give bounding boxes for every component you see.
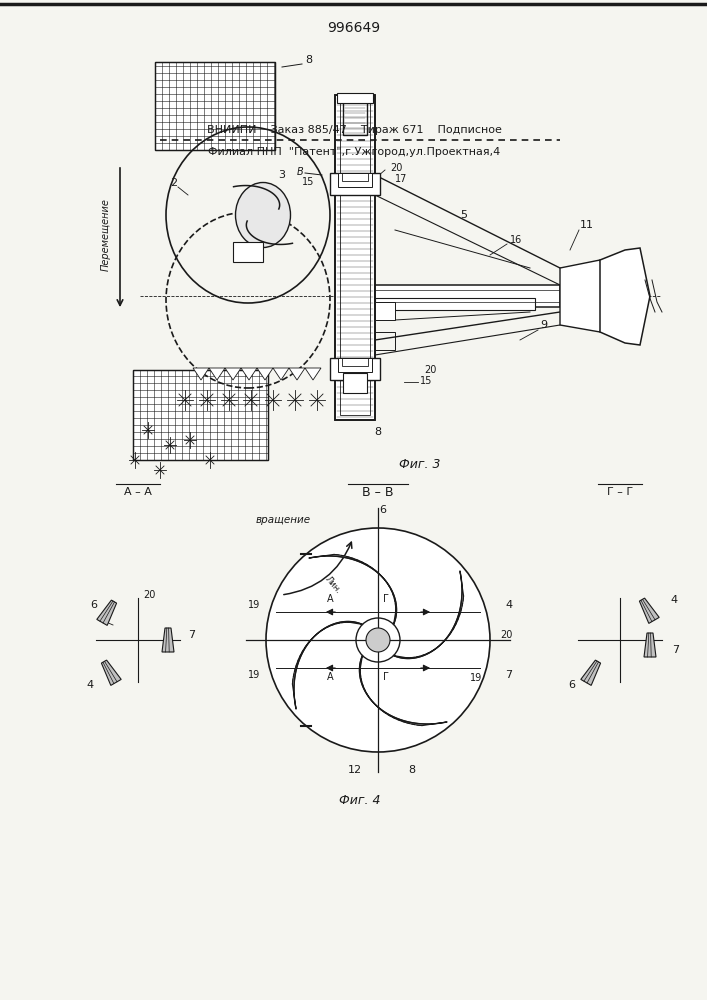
Text: 7: 7 bbox=[188, 630, 195, 640]
Text: А: А bbox=[327, 594, 333, 604]
Text: 996649: 996649 bbox=[327, 21, 380, 35]
Bar bbox=[155, 62, 275, 150]
Polygon shape bbox=[309, 554, 397, 624]
Text: 4: 4 bbox=[670, 595, 677, 605]
Bar bbox=[133, 370, 268, 460]
Bar bbox=[335, 95, 375, 420]
Polygon shape bbox=[600, 248, 650, 345]
Text: 20: 20 bbox=[424, 365, 436, 375]
Bar bbox=[330, 358, 380, 380]
Bar bbox=[337, 93, 373, 103]
Text: 8: 8 bbox=[408, 765, 415, 775]
Text: Г – Г: Г – Г bbox=[607, 487, 633, 497]
Bar bbox=[335, 95, 375, 420]
Text: ВНИИПИ    Заказ 885/47    Тираж 671    Подписное: ВНИИПИ Заказ 885/47 Тираж 671 Подписное bbox=[206, 125, 501, 135]
Polygon shape bbox=[101, 660, 121, 685]
Text: 5: 5 bbox=[460, 210, 467, 220]
Polygon shape bbox=[639, 598, 659, 623]
Polygon shape bbox=[560, 260, 610, 332]
Bar bbox=[342, 173, 368, 181]
Text: Лин.: Лин. bbox=[323, 574, 343, 596]
Circle shape bbox=[266, 528, 490, 752]
Polygon shape bbox=[225, 368, 241, 380]
Text: 16: 16 bbox=[510, 235, 522, 245]
Text: 19: 19 bbox=[248, 600, 260, 610]
Circle shape bbox=[366, 628, 390, 652]
Polygon shape bbox=[273, 368, 289, 380]
Text: 15: 15 bbox=[302, 177, 315, 187]
Text: Филиал ПНП  "Патент",г.Ужгород,ул.Проектная,4: Филиал ПНП "Патент",г.Ужгород,ул.Проектн… bbox=[208, 147, 500, 157]
Ellipse shape bbox=[235, 182, 291, 247]
Text: 15: 15 bbox=[420, 376, 433, 386]
Text: 19: 19 bbox=[470, 673, 482, 683]
Polygon shape bbox=[209, 368, 225, 380]
Text: В – В: В – В bbox=[362, 486, 394, 498]
Text: 6: 6 bbox=[568, 680, 575, 690]
Text: Б: Б bbox=[352, 385, 358, 395]
Bar bbox=[338, 358, 372, 372]
Text: 20: 20 bbox=[500, 630, 513, 640]
Bar bbox=[340, 100, 370, 415]
Text: Г: Г bbox=[383, 594, 389, 604]
Text: 8: 8 bbox=[305, 55, 312, 65]
Text: 7: 7 bbox=[672, 645, 679, 655]
Bar bbox=[343, 95, 367, 135]
Text: А – А: А – А bbox=[124, 487, 152, 497]
Polygon shape bbox=[97, 600, 117, 625]
Polygon shape bbox=[193, 368, 209, 380]
Text: 7: 7 bbox=[505, 670, 512, 680]
Bar bbox=[375, 332, 395, 350]
Text: вращение: вращение bbox=[255, 515, 310, 525]
Bar bbox=[133, 370, 268, 460]
Text: 3: 3 bbox=[278, 170, 285, 180]
Text: 11: 11 bbox=[580, 220, 594, 230]
Bar bbox=[375, 302, 395, 320]
Bar bbox=[375, 298, 535, 310]
Text: Фиг. 3: Фиг. 3 bbox=[399, 458, 440, 472]
Polygon shape bbox=[257, 368, 273, 380]
Bar bbox=[233, 242, 263, 262]
Text: Перемещение: Перемещение bbox=[101, 199, 111, 271]
Text: 6: 6 bbox=[90, 600, 97, 610]
Bar bbox=[342, 358, 368, 366]
Text: 20: 20 bbox=[390, 163, 402, 173]
Bar bbox=[338, 173, 372, 187]
Text: 2: 2 bbox=[170, 178, 177, 188]
Text: 6: 6 bbox=[380, 505, 387, 515]
Text: В: В bbox=[297, 167, 304, 177]
Bar bbox=[343, 373, 367, 393]
Text: 19: 19 bbox=[248, 670, 260, 680]
Polygon shape bbox=[305, 368, 321, 380]
Text: Фиг. 4: Фиг. 4 bbox=[339, 794, 381, 806]
Polygon shape bbox=[289, 368, 305, 380]
Polygon shape bbox=[394, 571, 464, 659]
Text: 8: 8 bbox=[374, 427, 381, 437]
Polygon shape bbox=[241, 368, 257, 380]
Bar bbox=[375, 285, 560, 307]
Polygon shape bbox=[359, 656, 447, 726]
Bar bbox=[155, 62, 275, 150]
Text: 4: 4 bbox=[86, 680, 93, 690]
Polygon shape bbox=[581, 660, 601, 685]
Bar bbox=[330, 173, 380, 195]
Text: 4: 4 bbox=[505, 600, 512, 610]
Text: 17: 17 bbox=[395, 174, 407, 184]
Polygon shape bbox=[644, 633, 656, 657]
Polygon shape bbox=[162, 628, 174, 652]
Text: 9: 9 bbox=[540, 320, 547, 330]
Text: 12: 12 bbox=[348, 765, 362, 775]
Text: 20: 20 bbox=[143, 590, 156, 600]
Text: Г: Г bbox=[383, 672, 389, 682]
Text: А: А bbox=[327, 672, 333, 682]
Polygon shape bbox=[293, 621, 363, 709]
